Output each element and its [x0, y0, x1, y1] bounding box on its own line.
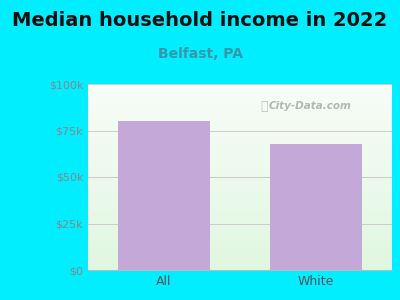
Bar [118, 121, 210, 270]
Text: ⌕: ⌕ [260, 100, 268, 113]
Text: City-Data.com: City-Data.com [268, 101, 351, 111]
Text: Belfast, PA: Belfast, PA [158, 46, 242, 61]
Text: Median household income in 2022: Median household income in 2022 [12, 11, 388, 29]
Bar [270, 143, 362, 270]
